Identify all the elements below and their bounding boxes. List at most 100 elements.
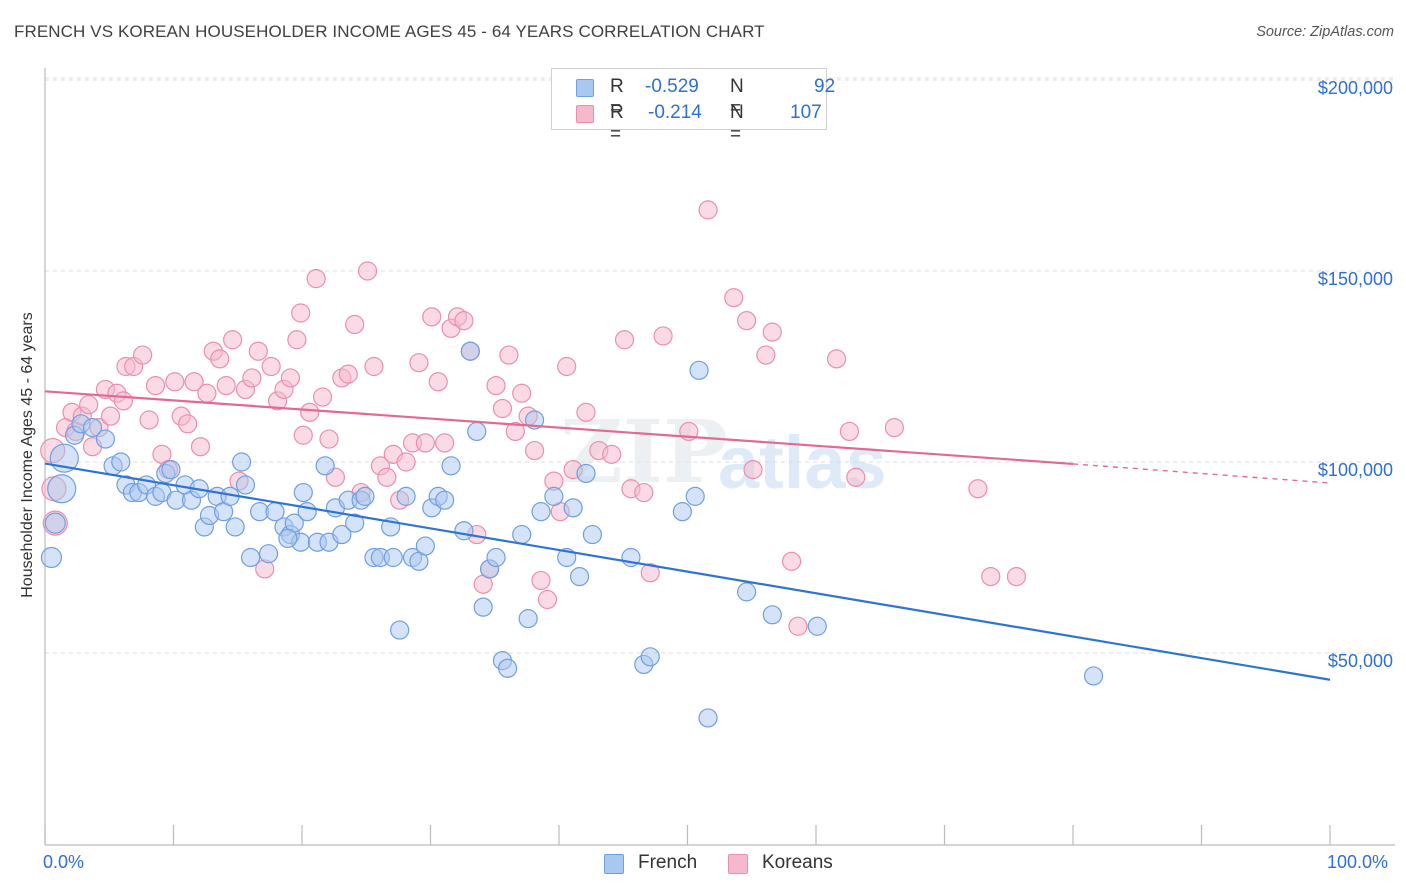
legend-koreans-n-label: N = bbox=[730, 102, 744, 145]
korean-point bbox=[968, 479, 988, 499]
korean-point bbox=[261, 356, 281, 377]
korean-point bbox=[312, 387, 333, 407]
french-point bbox=[689, 360, 709, 380]
french-point bbox=[225, 517, 245, 537]
korean-point bbox=[319, 429, 339, 449]
korean-point bbox=[306, 269, 326, 289]
french-point bbox=[498, 658, 518, 678]
grid-layer bbox=[45, 77, 1395, 654]
bottom-legend-koreans-label: Koreans bbox=[762, 852, 833, 873]
french-point bbox=[441, 456, 461, 476]
korean-point bbox=[287, 330, 307, 350]
french-point bbox=[383, 547, 403, 568]
korean-point bbox=[280, 368, 301, 388]
bottom-legend-french-label: French bbox=[638, 852, 698, 873]
korean-point bbox=[640, 563, 660, 583]
korean-point bbox=[839, 421, 860, 442]
korean-point bbox=[345, 314, 365, 335]
korean-point bbox=[357, 261, 378, 281]
korean-point bbox=[242, 368, 262, 388]
korean-point bbox=[614, 330, 635, 350]
x-tick-label-max: 100.0% bbox=[1327, 852, 1389, 872]
bottom-korean-swatch bbox=[728, 854, 748, 874]
y-tick-label: $150,000 bbox=[1318, 269, 1393, 289]
korean-point bbox=[454, 311, 474, 331]
korean-point bbox=[602, 444, 622, 464]
korean-point bbox=[512, 383, 532, 403]
french-point bbox=[355, 486, 375, 506]
korean-swatch bbox=[576, 105, 594, 123]
legend-koreans-r-label: R = bbox=[610, 102, 624, 145]
korean-point bbox=[338, 364, 358, 384]
french-point bbox=[258, 544, 279, 564]
chart-title: FRENCH VS KOREAN HOUSEHOLDER INCOME AGES… bbox=[14, 22, 765, 41]
y-tick-label: $200,000 bbox=[1318, 78, 1393, 98]
korean-point bbox=[197, 383, 217, 403]
korean-point bbox=[422, 307, 442, 327]
korean-point bbox=[653, 326, 673, 346]
french-point bbox=[531, 502, 551, 522]
korean-point bbox=[165, 372, 185, 392]
french-point bbox=[82, 418, 103, 438]
korean-point bbox=[100, 406, 121, 426]
korean-point bbox=[634, 482, 654, 503]
korean-point bbox=[184, 372, 204, 392]
korean-point bbox=[531, 570, 551, 591]
bottom-french-swatch bbox=[604, 854, 624, 874]
french-point bbox=[460, 341, 480, 361]
korean-point bbox=[524, 440, 545, 461]
y-tick-label: $50,000 bbox=[1328, 651, 1393, 671]
french-point bbox=[232, 452, 252, 472]
french-point bbox=[762, 605, 782, 625]
french-point bbox=[1083, 666, 1104, 686]
french-point bbox=[512, 524, 532, 545]
french-point bbox=[435, 490, 455, 510]
korean-point bbox=[79, 395, 99, 415]
french-point bbox=[396, 486, 416, 506]
korean-point bbox=[576, 402, 596, 422]
korean-point bbox=[145, 376, 166, 396]
y-axis-label: Householder Income Ages 45 - 64 years bbox=[19, 312, 36, 598]
legend-koreans-n-value: 107 bbox=[790, 102, 822, 123]
french-point bbox=[685, 486, 705, 506]
french-point bbox=[40, 546, 63, 569]
korean-point bbox=[557, 356, 577, 377]
korean-point bbox=[884, 418, 904, 438]
french-point bbox=[486, 547, 506, 568]
french-point bbox=[47, 474, 77, 504]
french-swatch bbox=[576, 79, 594, 97]
korean-point bbox=[210, 349, 230, 369]
x-tick-label-min: 0.0% bbox=[43, 852, 85, 872]
french-point bbox=[235, 475, 256, 495]
french-point bbox=[293, 482, 313, 503]
korean-point bbox=[724, 288, 744, 308]
french-point bbox=[345, 513, 365, 533]
legend-koreans-r-value: -0.214 bbox=[648, 102, 702, 123]
legend-french-r-label: R = bbox=[610, 76, 624, 119]
source-credit: Source: ZipAtlas.com bbox=[1256, 24, 1394, 40]
french-point bbox=[582, 524, 603, 545]
french-point bbox=[640, 647, 660, 667]
watermark-atlas: atlas bbox=[718, 421, 887, 504]
legend-french-n-label: N = bbox=[730, 76, 744, 119]
korean-point bbox=[223, 330, 243, 350]
korean-point bbox=[435, 433, 455, 453]
trend-lines bbox=[44, 390, 1331, 681]
french-point bbox=[415, 536, 435, 556]
french-point bbox=[737, 582, 757, 602]
korean-point bbox=[737, 311, 757, 331]
korean-point bbox=[788, 616, 808, 636]
korean-point bbox=[505, 421, 525, 442]
korean-point bbox=[377, 467, 397, 487]
korean-point bbox=[291, 303, 311, 323]
korean-point bbox=[190, 437, 211, 457]
korean-point bbox=[743, 460, 763, 480]
y-tick-labels: $50,000 $100,000 $150,000 $200,000 bbox=[1318, 78, 1393, 671]
korean-point bbox=[826, 349, 847, 369]
korean-point bbox=[486, 376, 506, 396]
legend-french-n-value: 92 bbox=[814, 76, 836, 97]
french-point bbox=[467, 421, 487, 442]
french-point bbox=[576, 463, 596, 484]
legend-french-r-value: -0.529 bbox=[645, 76, 699, 97]
